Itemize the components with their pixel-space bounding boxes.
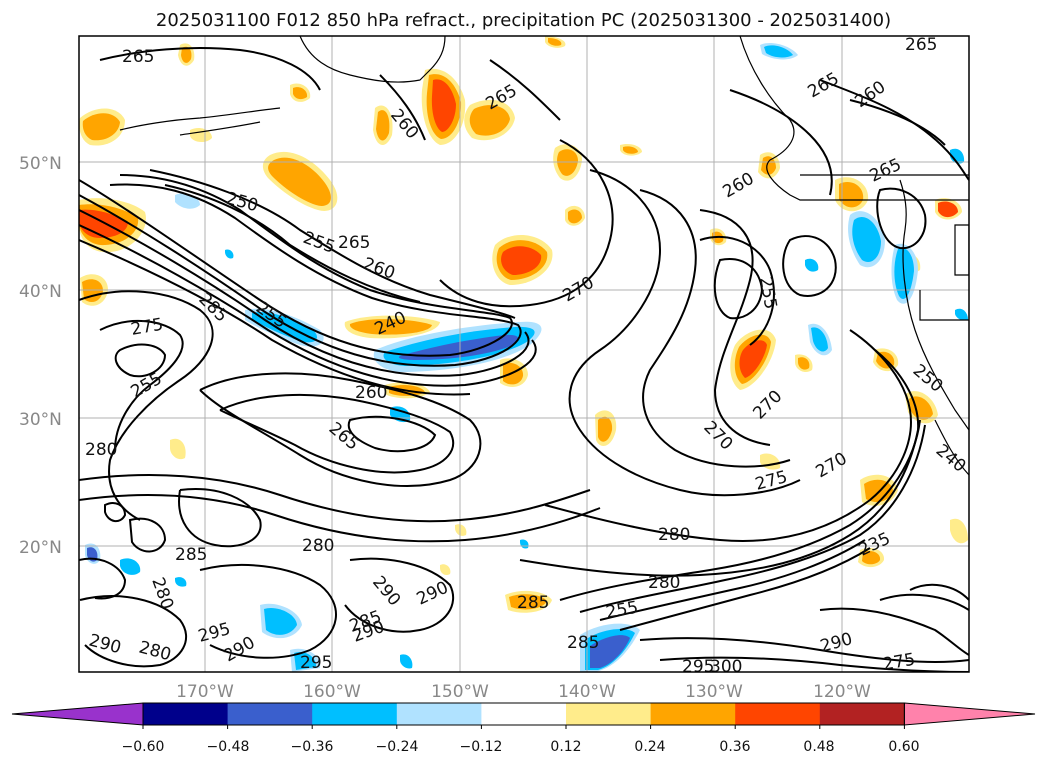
contour-label: 280 — [648, 573, 680, 593]
colorbar-tick-label: 0.36 — [719, 739, 750, 755]
colorbar-segment — [396, 703, 482, 725]
contour-label: 265 — [905, 35, 937, 55]
lon-label: 120°W — [813, 682, 871, 702]
colorbar-segment — [481, 703, 567, 725]
lon-label: 140°W — [558, 682, 616, 702]
map-background — [79, 36, 969, 672]
colorbar-tick-label: −0.60 — [122, 739, 165, 755]
contour-label: 295 — [682, 657, 714, 677]
colorbar-segment — [227, 703, 313, 725]
colorbar-segment — [650, 703, 736, 725]
contour-label: 295 — [300, 653, 332, 673]
colorbar-extend-max — [903, 702, 1036, 726]
lat-label: 20°N — [19, 538, 62, 558]
lat-label: 30°N — [19, 410, 62, 430]
contour-label: 265 — [338, 233, 370, 253]
contour-label: 285 — [517, 593, 549, 613]
contour-label: 260 — [355, 383, 387, 403]
colorbar-tick-label: −0.36 — [291, 739, 334, 755]
contour-label: 300 — [710, 657, 742, 677]
colorbar-tick-label: −0.12 — [460, 739, 503, 755]
map-title: 2025031100 F012 850 hPa refract., precip… — [155, 10, 892, 31]
colorbar-tick-label: 0.24 — [634, 739, 665, 755]
colorbar-tick-label: 0.48 — [803, 739, 834, 755]
colorbar-ticks: −0.60 −0.48 −0.36 −0.24 −0.12 0.12 0.24 … — [122, 739, 920, 755]
contour-label: 280 — [302, 536, 334, 556]
lat-label: 40°N — [19, 282, 62, 302]
contour-label: 275 — [881, 650, 916, 675]
colorbar-tick-label: −0.24 — [376, 739, 419, 755]
latitude-labels: 50°N 40°N 30°N 20°N — [19, 154, 62, 558]
longitude-labels: 170°W 160°W 150°W 140°W 130°W 120°W — [176, 682, 871, 702]
colorbar-segment — [735, 703, 821, 725]
lat-label: 50°N — [19, 154, 62, 174]
colorbar-segment — [566, 703, 652, 725]
contour-label: 285 — [567, 633, 599, 653]
map-layers: 265 260 265 265 260 265 265 250 255 265 … — [79, 35, 969, 677]
colorbar-segment — [143, 703, 229, 725]
lon-label: 170°W — [176, 682, 234, 702]
lon-label: 150°W — [431, 682, 489, 702]
colorbar-segment — [819, 703, 905, 725]
colorbar-tick-label: 0.12 — [550, 739, 581, 755]
contour-label: 265 — [122, 47, 154, 67]
contour-label: 280 — [85, 440, 117, 460]
coastlines — [119, 36, 969, 476]
lon-label: 160°W — [303, 682, 361, 702]
colorbar-segment — [312, 703, 398, 725]
colorbar-extend-min — [11, 702, 144, 726]
lon-label: 130°W — [685, 682, 743, 702]
precip-shading — [79, 36, 968, 672]
colorbar-tick-label: 0.60 — [888, 739, 919, 755]
colorbar — [11, 702, 1036, 729]
refractivity-contours — [79, 47, 969, 672]
contour-label: 285 — [175, 545, 207, 565]
colorbar-outline — [142, 702, 905, 726]
colorbar-tick-label: −0.48 — [207, 739, 250, 755]
contour-label: 280 — [658, 525, 690, 545]
map-frame — [78, 35, 970, 673]
